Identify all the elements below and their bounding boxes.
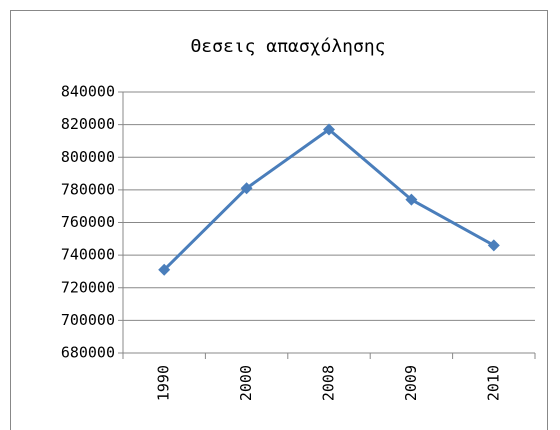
chart-title: Θεσεις απασχόλησης — [190, 36, 385, 57]
marker — [323, 123, 335, 136]
y-tick-label: 740000 — [61, 246, 115, 264]
x-tick-label: 2010 — [484, 365, 502, 401]
y-tick-label: 680000 — [61, 344, 115, 362]
x-tick-label: 2008 — [320, 365, 338, 401]
x-tick-label: 1990 — [155, 365, 173, 401]
marker — [487, 239, 500, 252]
x-tick-label: 2009 — [402, 365, 420, 401]
y-tick-label: 800000 — [61, 148, 115, 166]
y-tick-label: 760000 — [61, 213, 115, 231]
y-tick-label: 780000 — [61, 180, 115, 198]
marker — [158, 263, 171, 276]
chart-border — [10, 10, 548, 430]
x-tick-label: 2000 — [237, 365, 255, 401]
marker — [240, 182, 253, 195]
y-tick-label: 820000 — [61, 115, 115, 133]
y-tick-label: 700000 — [61, 311, 115, 329]
y-tick-label: 720000 — [61, 278, 115, 296]
marker — [405, 193, 418, 206]
y-tick-label: 840000 — [61, 83, 115, 101]
